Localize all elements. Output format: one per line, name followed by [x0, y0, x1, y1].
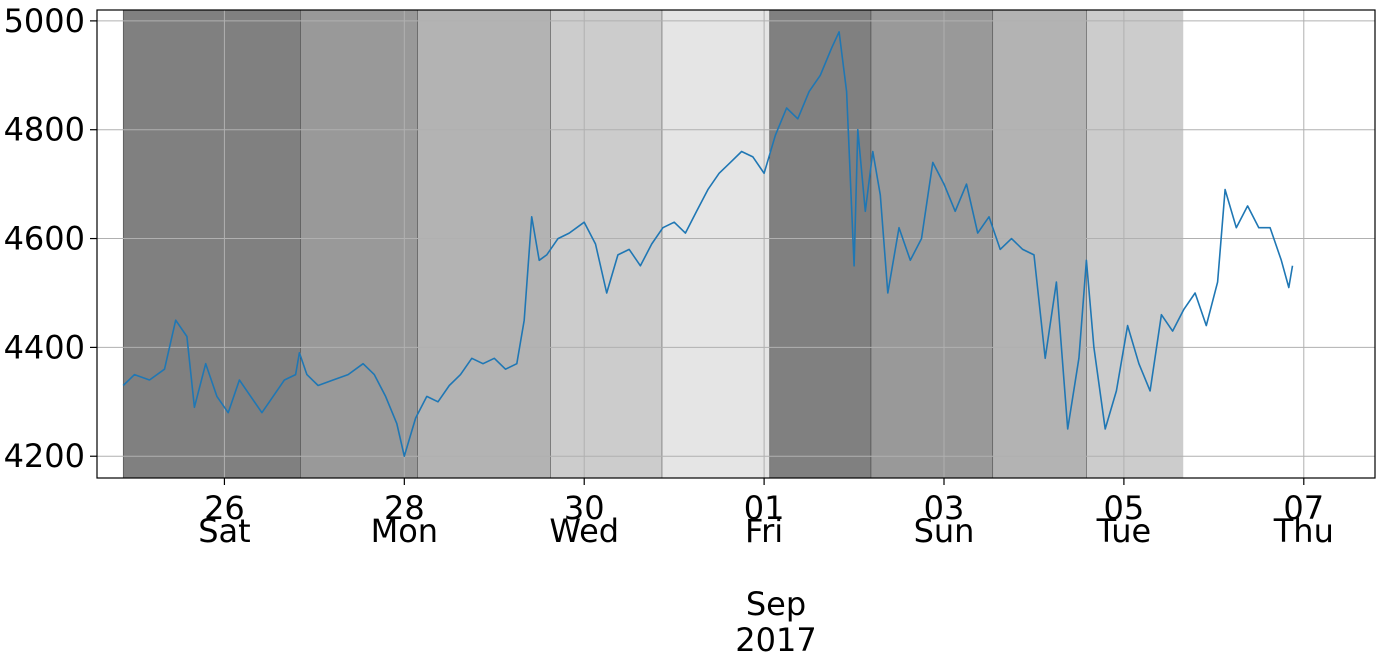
shaded-region-6 — [870, 10, 993, 478]
shaded-region-7 — [992, 10, 1087, 478]
y-tick-label: 4800 — [4, 111, 85, 149]
y-tick-label: 4200 — [4, 437, 85, 475]
shaded-region-4 — [661, 10, 770, 478]
shaded-region-0 — [123, 10, 301, 478]
x-tick-label-weekday: Sun — [914, 512, 975, 550]
shaded-region-1 — [300, 10, 418, 478]
x-tick-label-day: 05 — [1104, 489, 1145, 527]
shaded-regions — [122, 10, 1184, 478]
x-sublabel-month: Sep — [746, 585, 806, 623]
x-tick-label-day: 30 — [564, 489, 605, 527]
series-line — [122, 31, 1294, 457]
x-tick-label-day: 01 — [744, 489, 785, 527]
x-tick-label-day: 07 — [1283, 489, 1324, 527]
y-tick-label: 5000 — [4, 2, 85, 40]
x-tick-label-weekday: Mon — [371, 512, 438, 550]
y-axis: 4200 4400 4600 4800 5000 — [4, 2, 97, 475]
y-tick-label: 4600 — [4, 220, 85, 258]
shaded-region-5 — [769, 10, 871, 478]
x-tick-label-day: 28 — [384, 489, 425, 527]
grid-lines — [97, 10, 1375, 478]
x-sublabel-year: 2017 — [735, 621, 816, 659]
x-tick-label-day: 26 — [204, 489, 245, 527]
x-tick-label-weekday: Sat — [198, 512, 250, 550]
x-tick-label-weekday: Tue — [1096, 512, 1152, 550]
shaded-region-8 — [1086, 10, 1184, 478]
y-tick-label: 4400 — [4, 328, 85, 366]
shaded-region-3 — [550, 10, 662, 478]
x-tick-label-weekday: Thu — [1273, 512, 1334, 550]
x-tick-label-day: 03 — [924, 489, 965, 527]
x-tick-label-weekday: Wed — [549, 512, 619, 550]
plot-frame — [96, 9, 1376, 479]
x-tick-label-weekday: Fri — [745, 512, 783, 550]
